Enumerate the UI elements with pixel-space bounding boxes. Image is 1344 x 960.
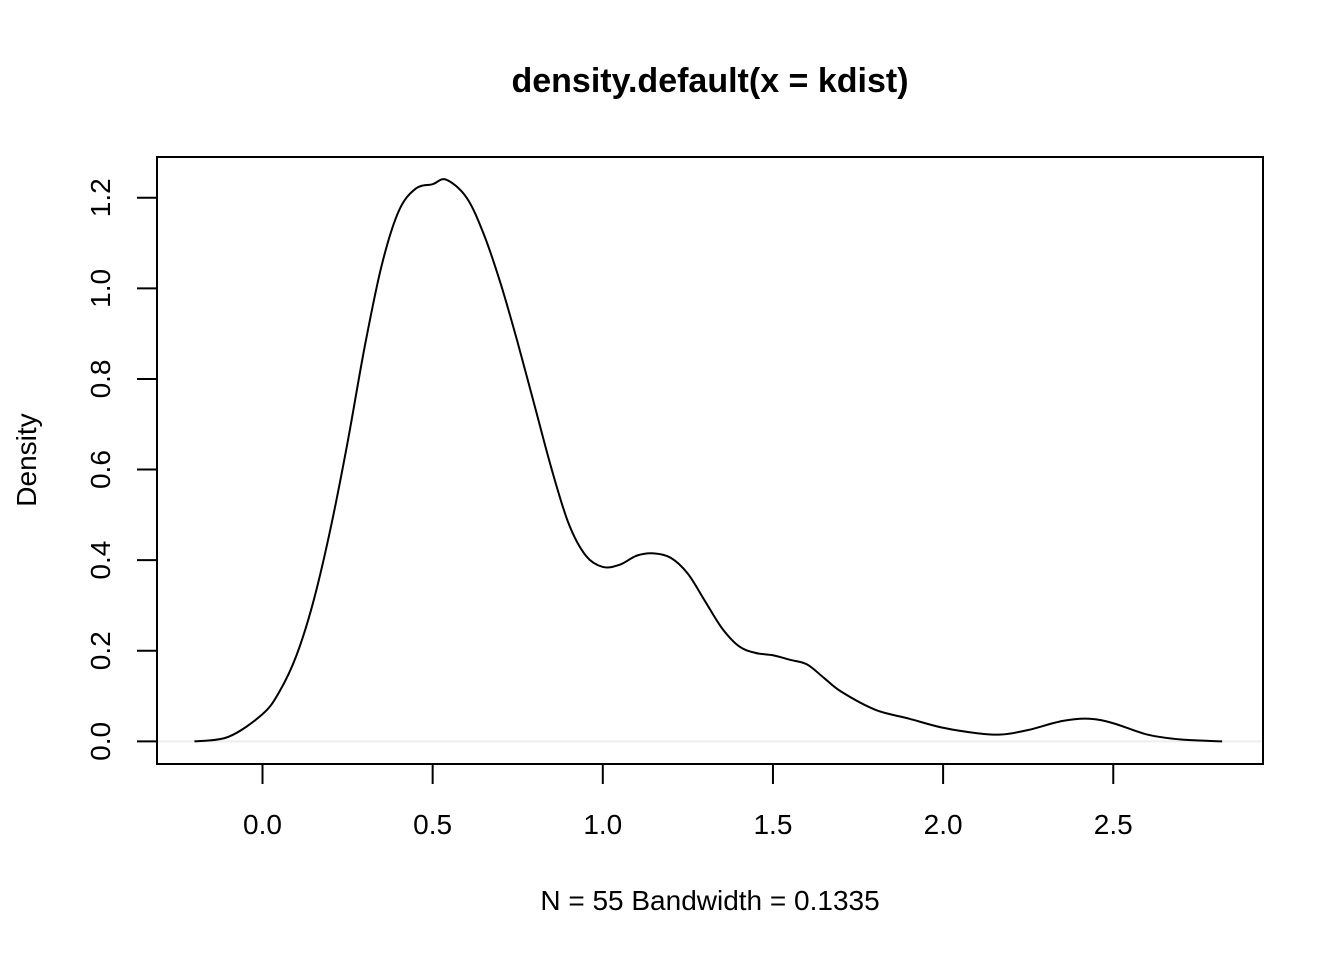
x-tick-label: 0.0 <box>243 809 282 840</box>
y-tick-label: 0.2 <box>85 631 116 670</box>
y-axis: 0.0 0.2 0.4 0.6 0.8 1.0 1.2 <box>85 178 158 761</box>
y-tick-label: 0.0 <box>85 722 116 761</box>
x-axis: 0.0 0.5 1.0 1.5 2.0 2.5 <box>243 763 1133 840</box>
y-tick-label: 1.2 <box>85 178 116 217</box>
x-tick-label: 1.5 <box>753 809 792 840</box>
y-tick-label: 1.0 <box>85 269 116 308</box>
y-tick-label: 0.8 <box>85 359 116 398</box>
chart-title: density.default(x = kdist) <box>511 62 908 100</box>
y-tick-label: 0.6 <box>85 450 116 489</box>
y-tick-label: 0.4 <box>85 541 116 580</box>
x-tick-label: 2.0 <box>924 809 963 840</box>
density-curve <box>194 178 1223 743</box>
plot-frame <box>156 156 1264 765</box>
x-tick-label: 1.0 <box>583 809 622 840</box>
y-axis-label: Density <box>11 413 42 506</box>
x-axis-label: N = 55 Bandwidth = 0.1335 <box>540 885 879 916</box>
x-tick-label: 0.5 <box>413 809 452 840</box>
x-tick-label: 2.5 <box>1094 809 1133 840</box>
